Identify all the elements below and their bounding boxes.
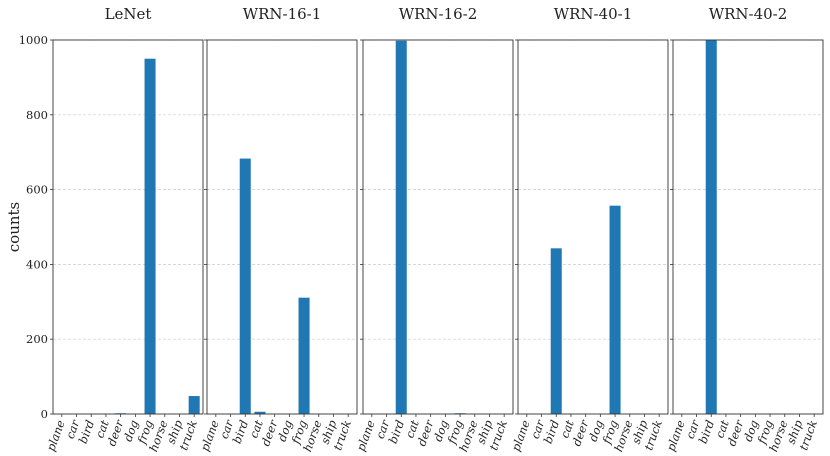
x-tick-label: car <box>63 417 83 441</box>
x-tick-label: cat <box>402 418 421 440</box>
panel-title: LeNet <box>105 5 152 23</box>
bar-cat <box>254 411 266 414</box>
panel-frame <box>517 39 669 415</box>
panel-title: WRN-16-2 <box>399 5 478 23</box>
panels: 0 200 400 600 800 1000 planecarbirdcatdeerdogf… <box>19 5 824 454</box>
x-tick-label: car <box>528 417 548 441</box>
bar-bird <box>395 40 407 415</box>
panel-frame <box>672 39 824 415</box>
panel-frame <box>206 39 358 415</box>
bar-frog <box>298 297 310 414</box>
bar-frog <box>144 58 156 414</box>
x-tick-label: cat <box>246 418 265 440</box>
y-tick-label: 1000 <box>19 33 48 47</box>
panel-frame <box>362 39 514 415</box>
x-tick-label: dog <box>275 418 296 443</box>
panel-0: 02004006008001000planecarbirdcatdeerdogf… <box>19 5 204 454</box>
x-tick-label: dog <box>431 418 452 443</box>
panel-frame <box>52 39 204 415</box>
panel-1: planecarbirdcatdeerdogfroghorseshiptruck… <box>198 5 358 454</box>
bar-bird <box>705 40 717 414</box>
bar-frog <box>609 205 621 414</box>
y-tick-label: 400 <box>26 257 48 271</box>
x-tick-label: cat <box>557 418 576 440</box>
panel-3: planecarbirdcatdeerdogfroghorseshiptruck… <box>509 5 669 454</box>
y-tick-label: 600 <box>26 183 48 197</box>
x-tick-label: cat <box>92 418 111 440</box>
y-tick-label: 200 <box>26 332 48 346</box>
bar-bird <box>239 158 251 414</box>
x-tick-label: cat <box>712 418 731 440</box>
panel-2: planecarbirdcatdeerdogfroghorseshiptruck… <box>354 5 514 454</box>
x-tick-label: dog <box>586 418 607 443</box>
panel-4: planecarbirdcatdeerdogfroghorseshiptruck… <box>664 5 824 454</box>
x-tick-label: car <box>373 417 393 441</box>
y-tick-label: 800 <box>26 108 48 122</box>
panel-title: WRN-40-1 <box>554 5 633 23</box>
x-tick-label: dog <box>121 418 142 443</box>
x-tick-label: dog <box>741 418 762 443</box>
y-tick-label: 0 <box>41 407 48 421</box>
x-tick-label: car <box>683 417 703 441</box>
panel-title: WRN-40-2 <box>709 5 788 23</box>
y-axis-label: counts <box>5 202 23 252</box>
bar-bird <box>550 248 562 414</box>
x-tick-label: car <box>217 417 237 441</box>
panel-title: WRN-16-1 <box>243 5 322 23</box>
bar-truck <box>188 396 200 414</box>
